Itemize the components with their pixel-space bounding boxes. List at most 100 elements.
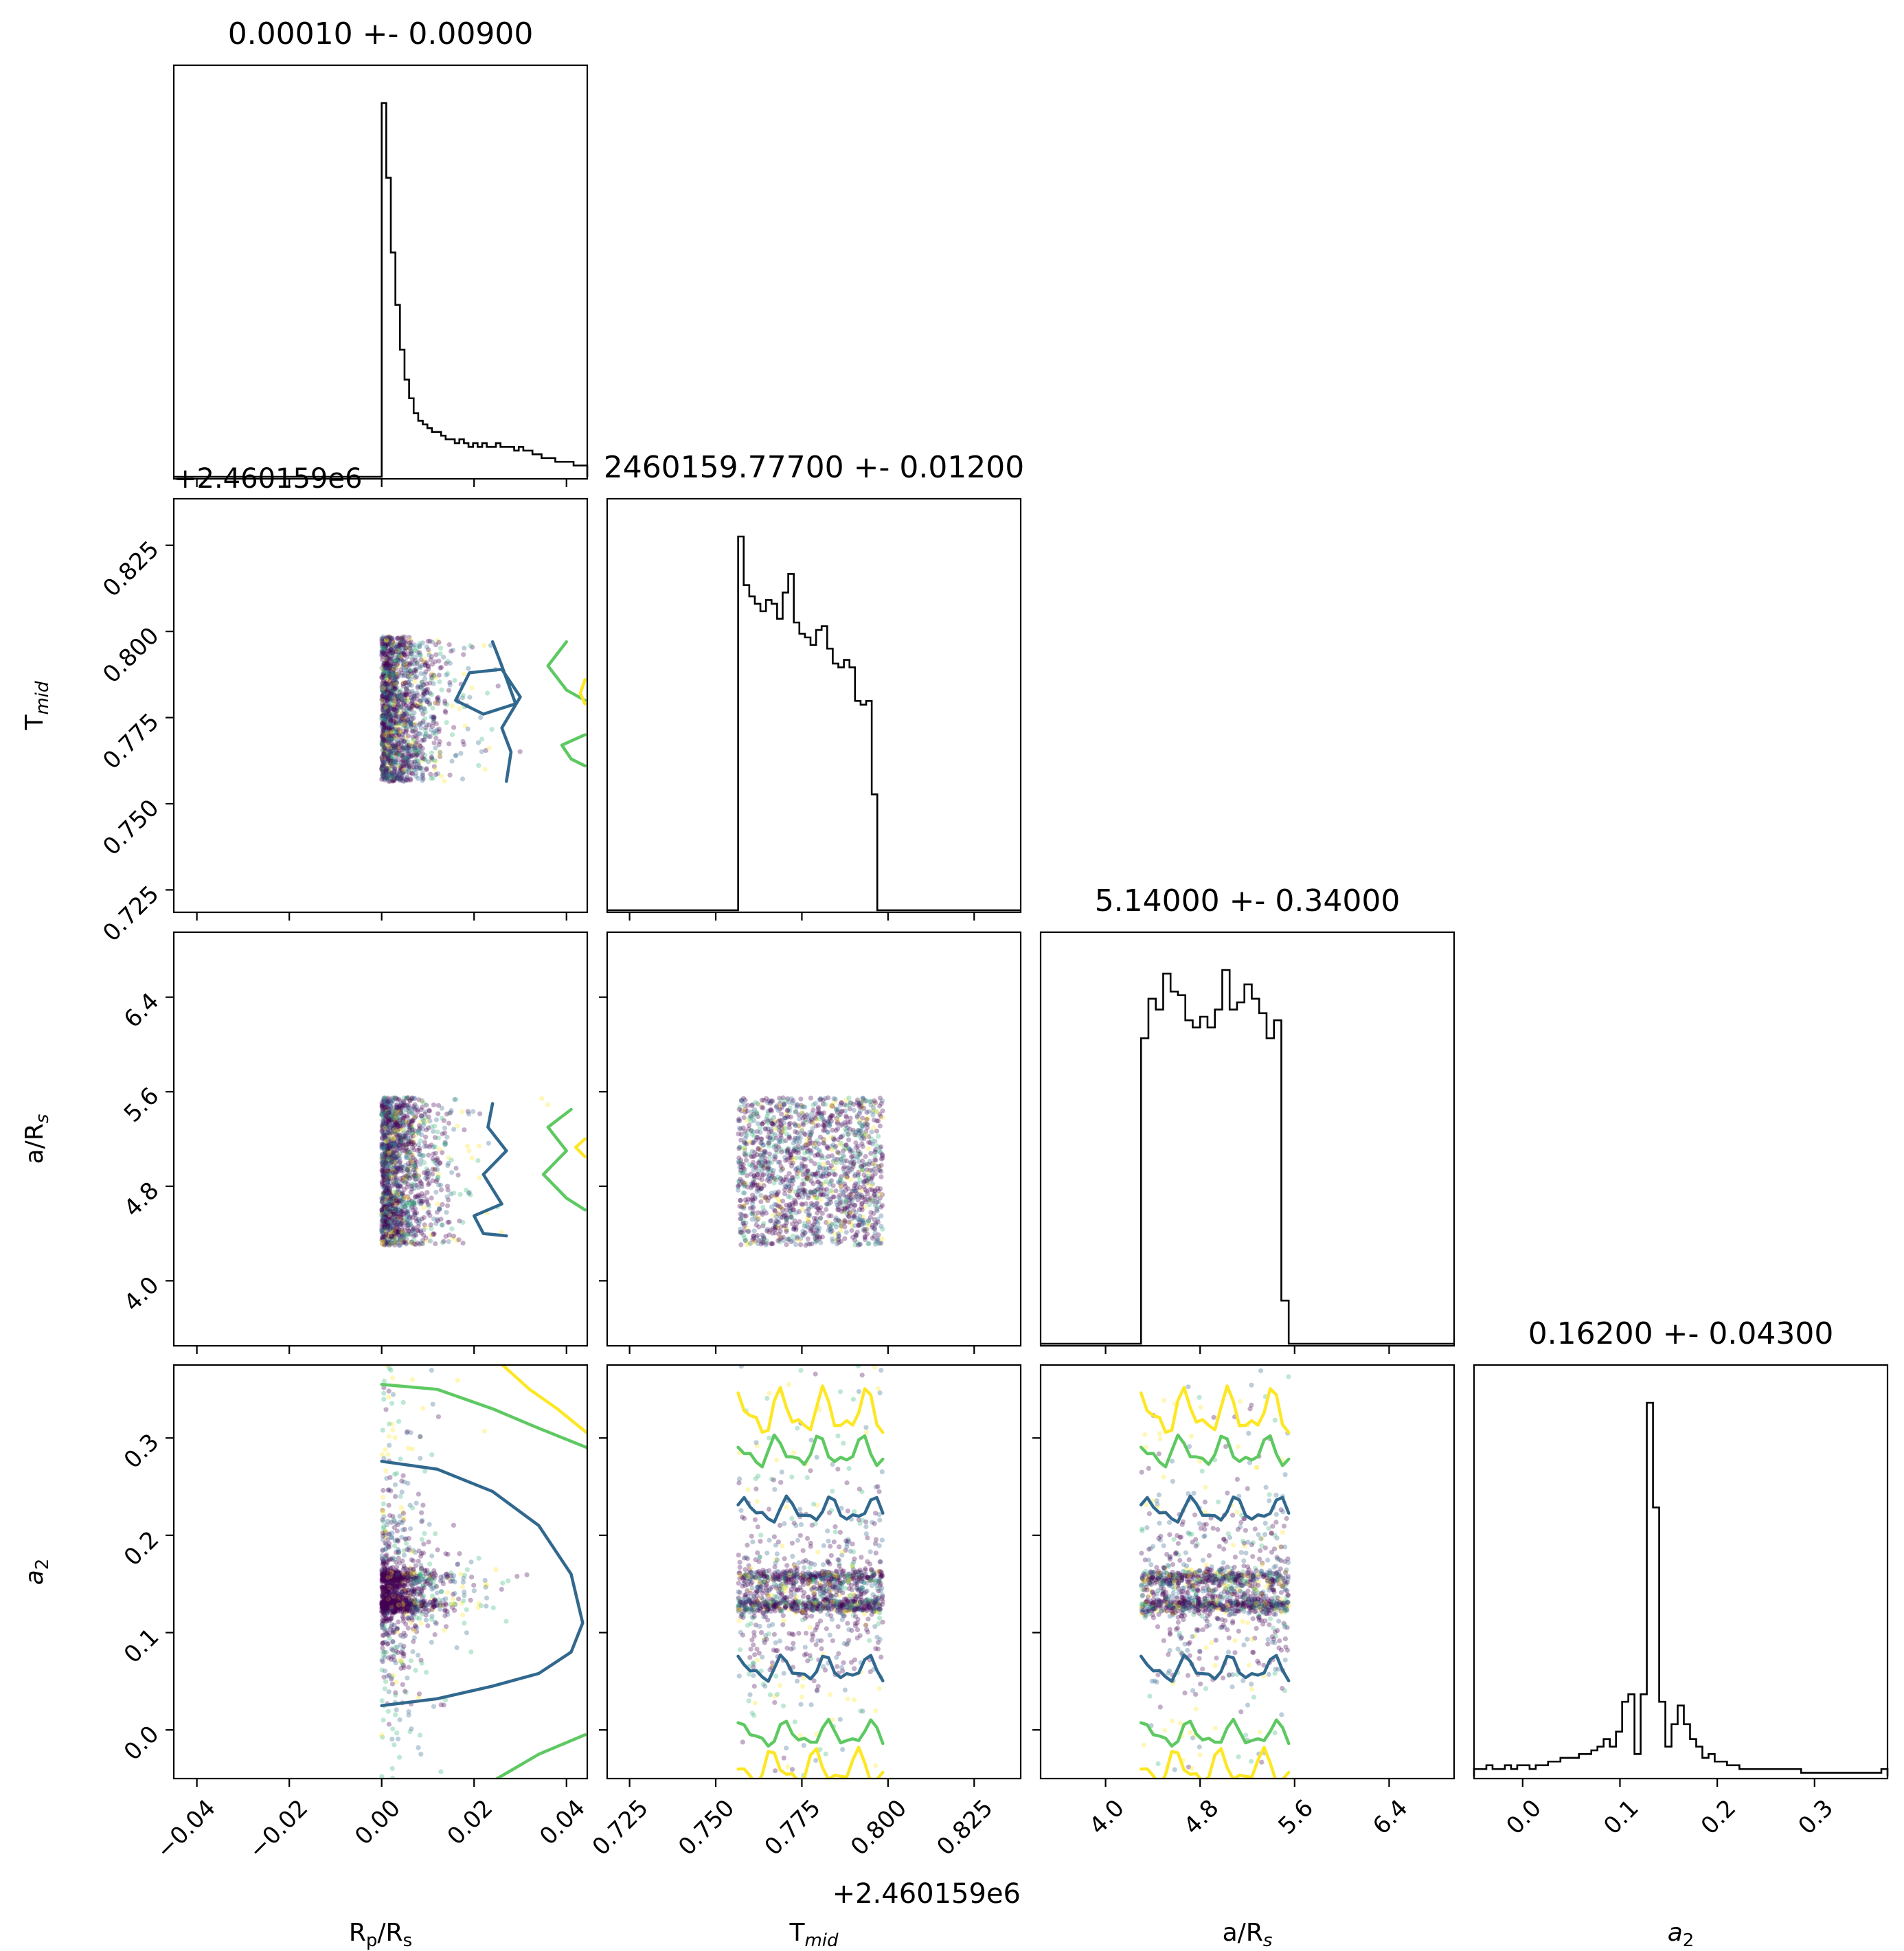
sample-point [386,1434,392,1439]
sample-point [468,1559,474,1565]
sample-point [392,1124,398,1129]
sample-point [388,1125,394,1131]
sample-point [385,1146,391,1151]
sample-point [486,745,492,751]
sample-point [385,1149,390,1155]
sample-point [390,684,396,690]
sample-point [387,1098,393,1104]
sample-point [398,767,404,773]
sample-point [401,644,407,650]
sample-point [411,1167,416,1173]
sample-point [427,1213,433,1218]
sample-point [379,1579,385,1585]
sample-point [404,664,409,670]
sample-point [386,1198,392,1204]
sample-point [436,726,442,732]
sample-point [388,1156,394,1162]
sample-point [452,677,457,684]
sample-point [384,1577,389,1583]
sample-point [408,1199,413,1206]
sample-point [387,679,393,685]
sample-point [408,741,413,747]
sample-point [435,1201,440,1206]
sample-point [385,1206,390,1212]
sample-point [394,1121,399,1127]
sample-point [424,1239,430,1244]
sample-point [412,1114,418,1120]
sample-point [391,1140,397,1146]
sample-point [403,1689,408,1694]
sample-point [392,691,397,697]
sample-point [408,1202,413,1207]
sample-point [385,740,390,745]
sample-point [387,765,392,771]
sample-point [382,666,387,672]
sample-point [394,1130,400,1136]
sample-point [400,1169,405,1174]
sample-point [383,672,389,677]
sample-point [412,657,418,663]
sample-point [444,1134,450,1140]
sample-point [441,1702,446,1708]
sample-point [428,1232,434,1238]
sample-point [394,1201,399,1206]
sample-point [426,1152,431,1158]
sample-point [383,690,389,696]
sample-point [383,760,388,766]
sample-point [385,1153,391,1158]
sample-point [421,1153,427,1158]
sample-point [420,1550,427,1556]
sample-point [381,1223,387,1230]
sample-point [422,1115,428,1120]
sample-point [417,1193,422,1199]
sample-point [391,1123,396,1129]
sample-point [385,733,391,738]
sample-point [391,733,396,738]
sample-point [420,692,426,698]
sample-point [431,740,437,746]
sample-point [381,1102,386,1107]
sample-point [383,643,388,649]
sample-point [424,1173,429,1179]
sample-point [408,640,414,645]
sample-point [394,760,399,766]
sample-point [419,1660,424,1666]
sample-point [385,698,391,703]
sample-point [875,1219,881,1225]
sample-point [382,1204,388,1210]
sample-point [382,752,387,757]
sample-point [381,1599,386,1605]
sample-point [419,1132,424,1138]
sample-point [444,1112,450,1117]
sample-point [382,666,387,672]
sample-point [399,770,405,776]
sample-point [385,1180,390,1186]
sample-point [394,1182,400,1187]
sample-point [386,1722,392,1727]
sample-point [389,1148,395,1153]
sample-point [380,674,385,679]
sample-point [400,732,405,737]
sample-point [389,1599,394,1604]
sample-point [386,1146,392,1151]
sample-point [384,1138,389,1144]
sample-point [398,719,404,724]
sample-point [387,675,393,681]
sample-point [383,1220,388,1226]
sample-point [386,771,392,776]
sample-point [393,1160,398,1166]
sample-point [406,661,411,666]
sample-point [401,1113,407,1118]
sample-point [403,1134,408,1140]
sample-point [415,697,420,702]
sample-point [418,703,423,709]
sample-point [390,756,396,761]
sample-point [429,670,435,677]
sample-point [405,1155,410,1160]
sample-point [389,671,395,677]
sample-point [392,1482,398,1487]
sample-point [394,1165,400,1171]
sample-point [379,652,385,658]
sample-point [390,1151,396,1157]
sample-point [427,638,433,644]
